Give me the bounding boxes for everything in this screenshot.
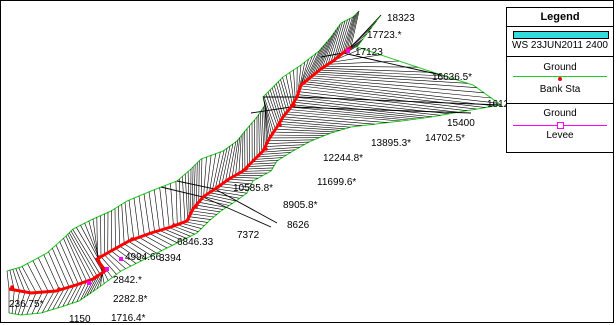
station-label: 11699.6* (317, 177, 356, 188)
station-label: 7372 (237, 230, 260, 241)
station-label: 17123 (355, 47, 383, 58)
levee-marker (119, 257, 123, 261)
station-label: 3394 (159, 253, 182, 264)
bank-station-dot (278, 123, 282, 127)
bank-station-dot (264, 147, 268, 151)
station-label: 6846.33 (177, 237, 214, 248)
bank-station-dot (292, 103, 296, 107)
bank-station-label: Bank Sta (539, 84, 581, 95)
station-label: 2842.* (113, 275, 142, 286)
bank-stations (10, 49, 350, 291)
legend-water-surface: WS 23JUN2011 2400 (507, 27, 613, 57)
levee-marker (557, 122, 564, 129)
cross-section-line (263, 96, 335, 133)
bank-station-dot (57, 287, 61, 291)
bank-station-dot (172, 223, 176, 227)
station-label: 17723.* (367, 30, 402, 41)
station-label: 8905.8* (283, 200, 318, 211)
station-label: 18323 (387, 13, 415, 24)
station-label: 1716.4* (111, 313, 146, 324)
cross-section-line (43, 254, 60, 312)
bank-station-dot (322, 65, 326, 69)
bank-station-dot (302, 81, 306, 85)
station-label: 2282.8* (113, 294, 148, 305)
levee-marker (346, 49, 350, 53)
bank-station-dot (194, 205, 198, 209)
station-label: 14702.5* (425, 133, 465, 144)
legend-ground-bank: Ground Bank Sta (507, 57, 613, 104)
levee-label: Levee (546, 130, 574, 141)
bank-station-dot (98, 255, 102, 259)
levee-marker (87, 281, 91, 285)
bank-station-dot (130, 237, 134, 241)
station-label: 10585.8* (233, 183, 273, 194)
cross-section-line (104, 213, 121, 272)
ground-label: Ground (543, 62, 577, 73)
ground-line-swatch (513, 76, 607, 77)
legend-ground-levee: Ground Levee (507, 104, 613, 144)
station-labels: 1832317723.*1712316636.5*16127.3*1540014… (9, 13, 527, 324)
station-label: 8626 (287, 220, 310, 231)
bank-station-dot (244, 167, 248, 171)
cross-section-line (63, 238, 83, 304)
right-ground-outline (8, 14, 503, 316)
left-ground-outline (6, 10, 360, 272)
cross-section-line (293, 69, 441, 116)
bank-station-dot (94, 275, 98, 279)
bank-station-marker (558, 77, 562, 81)
cross-section-lines (6, 10, 502, 316)
station-label: 1150 (69, 314, 91, 324)
bank-station-dot (10, 285, 14, 289)
station-label: 12244.8* (323, 153, 363, 164)
legend: Legend WS 23JUN2011 2400 Ground Bank Sta… (506, 7, 614, 153)
ground-label-2: Ground (543, 108, 577, 119)
station-label: 16636.5* (432, 72, 472, 83)
water-surface-label: WS 23JUN2011 2400 (512, 40, 608, 51)
levee-marker (105, 267, 109, 271)
legend-title: Legend (507, 8, 613, 27)
station-label: 15400 (447, 118, 475, 129)
station-label: 236.75* (9, 299, 44, 310)
cross-section-line (263, 97, 330, 134)
bank-station-dot (216, 185, 220, 189)
station-label: 13895.3* (371, 138, 411, 149)
station-label: 4994.66 (125, 252, 162, 263)
water-surface-swatch (513, 31, 609, 39)
